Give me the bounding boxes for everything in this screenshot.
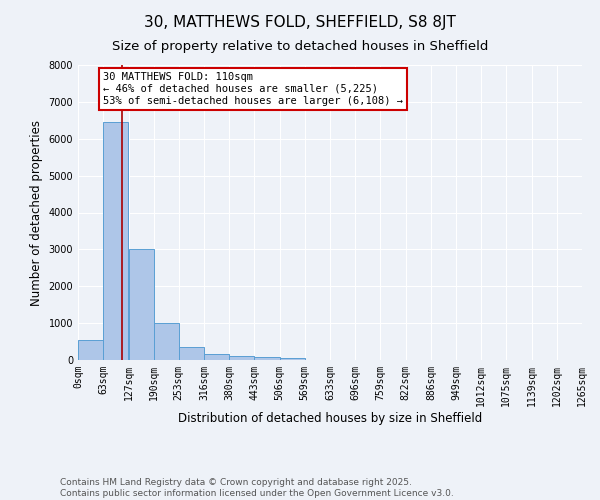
X-axis label: Distribution of detached houses by size in Sheffield: Distribution of detached houses by size … — [178, 412, 482, 424]
Bar — [78, 340, 103, 360]
Bar — [204, 354, 229, 360]
Bar — [103, 122, 128, 360]
Text: Contains HM Land Registry data © Crown copyright and database right 2025.
Contai: Contains HM Land Registry data © Crown c… — [60, 478, 454, 498]
Bar — [128, 250, 154, 360]
Text: 30, MATTHEWS FOLD, SHEFFIELD, S8 8JT: 30, MATTHEWS FOLD, SHEFFIELD, S8 8JT — [144, 15, 456, 30]
Bar — [229, 356, 254, 360]
Text: Size of property relative to detached houses in Sheffield: Size of property relative to detached ho… — [112, 40, 488, 53]
Bar — [179, 347, 204, 360]
Bar — [154, 323, 179, 360]
Bar — [280, 358, 305, 360]
Bar — [254, 358, 280, 360]
Y-axis label: Number of detached properties: Number of detached properties — [30, 120, 43, 306]
Text: 30 MATTHEWS FOLD: 110sqm
← 46% of detached houses are smaller (5,225)
53% of sem: 30 MATTHEWS FOLD: 110sqm ← 46% of detach… — [103, 72, 403, 106]
